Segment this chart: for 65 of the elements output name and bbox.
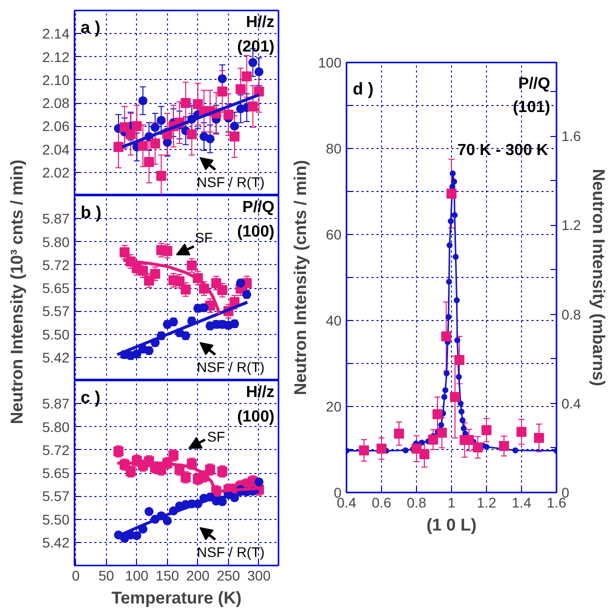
annotation: b ): [80, 202, 102, 222]
y-tick-label: 5.65: [42, 280, 70, 296]
annotation: H//z: [246, 14, 274, 32]
y-axis-title: Neutron Intensity (10³ cnts / min): [8, 160, 26, 424]
x-tick-label: 150: [156, 568, 180, 584]
annotation: H//z: [246, 384, 274, 402]
y-tick-label: 5.50: [42, 511, 70, 528]
y-tick-label: 5.72: [42, 256, 70, 273]
y2-axis-title: Neutron Intensity (mbarns): [588, 168, 608, 386]
y-axis-title: Neutron Intensity (cnts / min): [291, 160, 310, 396]
y-tick-label: 5.87: [42, 396, 70, 412]
y2-tick-label: 0.4: [562, 395, 582, 412]
x-tick-label: 0.6: [372, 494, 392, 510]
annotation: 70 K - 300 K: [457, 142, 549, 160]
y-tick-label: 5.80: [42, 234, 70, 250]
y2-tick-label: 0.8: [562, 306, 582, 322]
x-tick-label: 50: [98, 568, 114, 584]
y-tick-label: 5.42: [42, 349, 70, 366]
y-tick-label: 100: [318, 54, 342, 70]
y-tick-label: 20: [326, 398, 342, 414]
y-tick-label: 5.87: [42, 210, 70, 227]
annotation: c ): [80, 388, 100, 407]
annotation: P//Q: [518, 75, 550, 92]
annotation: SF: [194, 229, 213, 246]
annotation: (201): [237, 38, 274, 56]
y-tick-label: 2.04: [42, 141, 70, 158]
x-tick-label: 100: [125, 568, 149, 584]
x-tick-label: 0: [72, 568, 80, 584]
y-tick-label: 5.50: [42, 326, 70, 342]
y-tick-label: 2.08: [42, 95, 70, 111]
y-tick-label: 5.72: [42, 442, 70, 458]
y-tick-label: 5.42: [42, 534, 70, 550]
y-tick-label: 40: [326, 312, 342, 328]
y-tick-label: 2.02: [42, 164, 70, 180]
x-tick-label: 200: [186, 568, 210, 584]
x-axis-title: Temperature (K): [111, 588, 242, 608]
y-tick-label: 5.57: [42, 303, 70, 320]
y-tick-label: 2.14: [42, 26, 70, 42]
annotation: NSF / R(T): [196, 544, 265, 560]
annotation: P//Q: [242, 199, 274, 216]
x-tick-label: 1.2: [476, 494, 496, 510]
y2-tick-label: 1.2: [562, 217, 582, 234]
x-tick-label: 250: [216, 568, 240, 584]
y2-tick-label: 1.6: [562, 128, 582, 144]
y-tick-label: 60: [326, 226, 342, 242]
x-tick-label: 300: [247, 568, 271, 584]
x-tick-label: 1.4: [512, 494, 532, 510]
y-tick-label: 80: [326, 140, 342, 156]
y-tick-label: 5.65: [42, 465, 70, 481]
x-tick-label: 1: [448, 494, 456, 510]
y-tick-label: 5.57: [42, 488, 70, 504]
annotation: SF: [207, 428, 225, 444]
x-tick-label: 0.8: [406, 494, 426, 510]
annotation: a ): [80, 18, 100, 37]
annotation: NSF / R(T): [196, 358, 265, 375]
y-tick-label: 2.10: [42, 72, 70, 88]
x-axis-title: (1 0 L): [426, 516, 477, 534]
annotation: (100): [237, 408, 274, 426]
annotation: d ): [352, 80, 374, 99]
annotation: NSF / R(T): [196, 174, 265, 190]
y-tick-label: 2.12: [42, 48, 70, 65]
annotation: (100): [237, 223, 274, 240]
y-tick-label: 5.80: [42, 418, 70, 435]
y-tick-label: 2.06: [42, 118, 70, 134]
annotation: (101): [512, 99, 550, 116]
